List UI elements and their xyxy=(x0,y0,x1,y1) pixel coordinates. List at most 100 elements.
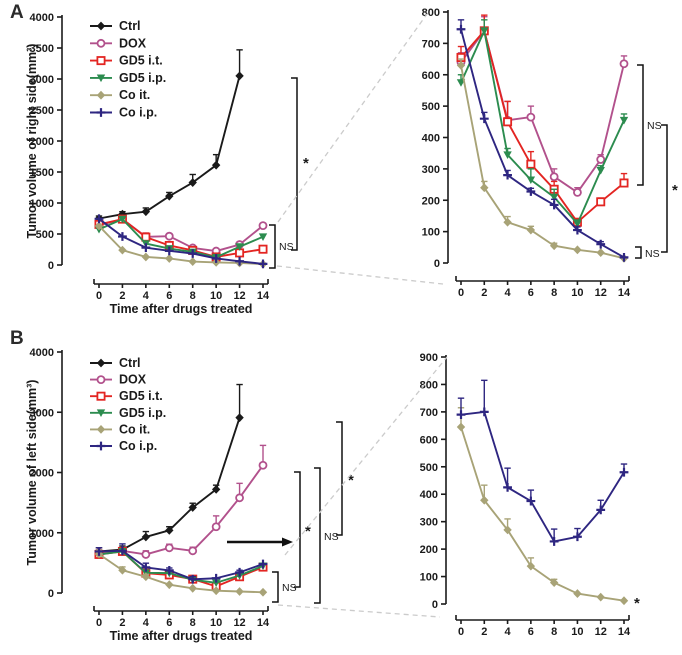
series-Ctrl xyxy=(94,49,244,223)
svg-text:6: 6 xyxy=(166,290,172,302)
svg-text:700: 700 xyxy=(422,38,440,50)
svg-text:12: 12 xyxy=(595,287,607,299)
svg-text:500: 500 xyxy=(422,101,440,113)
significance-bracket xyxy=(314,467,321,604)
series-Ctrl xyxy=(94,383,244,556)
series-Co-i-p- xyxy=(94,543,268,584)
svg-text:12: 12 xyxy=(233,290,245,302)
svg-text:12: 12 xyxy=(233,617,245,629)
y-axis-title: Tumor volume of left side(mm³) xyxy=(25,380,39,566)
svg-text:10: 10 xyxy=(210,290,222,302)
panel-b-label: B xyxy=(10,328,24,349)
significance-label: NS xyxy=(645,248,660,260)
svg-text:4: 4 xyxy=(143,290,150,302)
series-GD5-i-t- xyxy=(94,214,268,262)
svg-text:14: 14 xyxy=(257,617,270,629)
chart-b-inset: 0 100 200 300 400 500 600 700 800 900 0 2 4 6 8 10 12 14 xyxy=(420,352,631,638)
svg-text:900: 900 xyxy=(420,352,438,364)
svg-text:2: 2 xyxy=(119,617,125,629)
legend-b-main: Ctrl DOX GD5 i.t. GD5 i.p. Co it. Co i.p. xyxy=(90,356,166,453)
x-axis-title: Time after drugs treated xyxy=(110,629,253,643)
svg-text:0: 0 xyxy=(48,260,54,272)
significance-bracket xyxy=(637,64,644,186)
significance-label: * xyxy=(634,595,640,612)
annotations: * NS NS * NS NS * NS * * xyxy=(227,13,678,618)
series-Co-it- xyxy=(456,58,629,263)
svg-text:4000: 4000 xyxy=(30,347,54,359)
svg-text:8: 8 xyxy=(551,287,557,299)
svg-text:14: 14 xyxy=(618,626,631,638)
svg-text:0: 0 xyxy=(48,588,54,600)
legend-label-DOX: DOX xyxy=(119,373,147,387)
legend-label-GD5-i-t-: GD5 i.t. xyxy=(119,54,163,68)
legend-label-Co-it-: Co it. xyxy=(119,422,150,436)
svg-text:800: 800 xyxy=(420,379,438,391)
chart-a-inset: 0 100 200 300 400 500 600 700 800 0 2 4 6 8 10 12 14 xyxy=(422,7,631,299)
svg-text:6: 6 xyxy=(528,287,534,299)
svg-text:0: 0 xyxy=(458,626,464,638)
svg-text:10: 10 xyxy=(210,617,222,629)
svg-text:300: 300 xyxy=(420,517,438,529)
legend-label-Ctrl: Ctrl xyxy=(119,356,141,370)
legend-label-Co-i-p-: Co i.p. xyxy=(119,439,157,453)
zoom-connector-line xyxy=(277,13,428,223)
svg-text:1000: 1000 xyxy=(30,198,54,210)
chart-a-main: 0 500 1000 1500 2000 2500 3000 3500 4000 0 2 4 6 8 10 1… xyxy=(25,12,270,316)
svg-text:0: 0 xyxy=(96,617,102,629)
significance-label: NS xyxy=(282,582,297,594)
legend-label-Co-i-p-: Co i.p. xyxy=(119,106,157,120)
significance-label: * xyxy=(348,472,354,489)
svg-text:700: 700 xyxy=(420,407,438,419)
svg-text:0: 0 xyxy=(96,290,102,302)
significance-label: NS xyxy=(647,120,662,132)
series-Co-it- xyxy=(94,549,268,597)
svg-text:6: 6 xyxy=(166,617,172,629)
svg-text:3500: 3500 xyxy=(30,43,54,55)
significance-label: * xyxy=(305,523,311,540)
series-Co-i-p- xyxy=(456,19,629,262)
zoom-connector-line xyxy=(284,356,448,556)
zoom-connector-line xyxy=(276,265,444,285)
svg-text:2000: 2000 xyxy=(30,136,54,148)
significance-bracket xyxy=(269,224,276,269)
svg-text:1000: 1000 xyxy=(30,528,54,540)
svg-text:0: 0 xyxy=(434,258,440,270)
significance-bracket xyxy=(291,77,298,251)
svg-text:500: 500 xyxy=(420,462,438,474)
svg-text:2: 2 xyxy=(119,290,125,302)
svg-text:0: 0 xyxy=(458,287,464,299)
svg-text:12: 12 xyxy=(595,626,607,638)
svg-text:6: 6 xyxy=(528,626,534,638)
svg-text:0: 0 xyxy=(432,599,438,611)
svg-text:200: 200 xyxy=(420,544,438,556)
legend-label-GD5-i-p-: GD5 i.p. xyxy=(119,406,166,420)
svg-text:2500: 2500 xyxy=(30,105,54,117)
significance-bracket xyxy=(294,471,301,588)
legend-label-DOX: DOX xyxy=(119,36,147,50)
svg-text:10: 10 xyxy=(571,626,583,638)
significance-bracket xyxy=(336,421,343,536)
svg-text:14: 14 xyxy=(257,290,270,302)
svg-text:8: 8 xyxy=(551,626,557,638)
svg-text:2: 2 xyxy=(481,626,487,638)
svg-text:3000: 3000 xyxy=(30,74,54,86)
series-GD5-i-p- xyxy=(456,19,629,228)
svg-text:600: 600 xyxy=(422,70,440,82)
legend-a-main: Ctrl DOX GD5 i.t. GD5 i.p. Co it. Co i.p. xyxy=(90,19,166,120)
svg-text:500: 500 xyxy=(36,229,54,241)
svg-text:4: 4 xyxy=(505,626,512,638)
svg-text:1500: 1500 xyxy=(30,167,54,179)
axes-b-main: 0 1000 2000 3000 4000 0 2 4 6 8 10 12 14 Time after d… xyxy=(25,347,270,643)
significance-label: NS xyxy=(279,241,294,253)
series-Co-i-p- xyxy=(456,379,629,546)
series-GD5-i-t- xyxy=(456,14,629,227)
chart-b-main: 0 1000 2000 3000 4000 0 2 4 6 8 10 12 14 Time after d… xyxy=(25,347,270,643)
svg-text:2: 2 xyxy=(481,287,487,299)
significance-label: NS xyxy=(324,531,339,543)
svg-text:100: 100 xyxy=(420,572,438,584)
significance-bracket xyxy=(272,571,279,603)
svg-text:200: 200 xyxy=(422,195,440,207)
series-Co-it- xyxy=(456,407,629,606)
